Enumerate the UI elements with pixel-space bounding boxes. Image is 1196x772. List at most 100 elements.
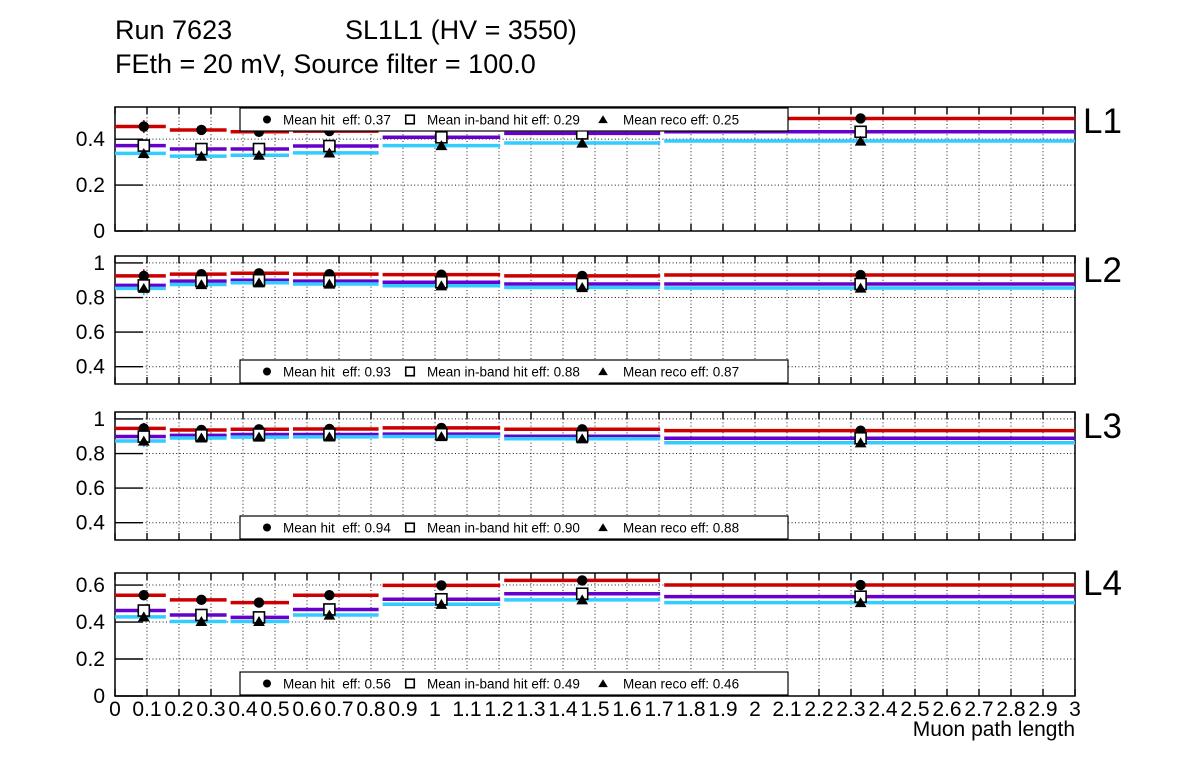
hit-legend-icon: [263, 115, 271, 124]
x-tick-label: 2.9: [1028, 698, 1057, 721]
inband-legend-icon: [404, 522, 416, 533]
panel-L4: 00.20.40.60 0.1 0.2 0.3 0.4 0.5 0.6 0.7 0.8 0.9 1 1…: [76, 572, 1081, 721]
legend-entry-label: Mean in-band hit eff: 0.49: [427, 677, 580, 692]
x-tick-label: 1.7: [644, 698, 673, 721]
reco-marker: [435, 431, 448, 442]
inband-legend-icon: [404, 678, 416, 689]
hit-marker: [138, 589, 149, 601]
x-tick-labels: 0 0.1 0.2 0.3 0.4 0.5 0.6 0.7 0.8 0.9 1 1.1 1.2 1.3 1.…: [109, 698, 1081, 721]
panel-L1: 0 0.2 0.4 Mean hit eff: 0.37 Mean in-band hi…: [76, 106, 1076, 243]
reco-marker: [195, 150, 208, 161]
run-title: Run 7623: [115, 15, 233, 45]
x-tick-label: 2.2: [804, 698, 833, 721]
x-tick-label: 0.9: [388, 698, 417, 721]
reco-legend-icon: [598, 679, 608, 688]
reco-legend-icon: [598, 367, 608, 376]
reco-marker: [854, 597, 867, 608]
x-tick-label: 2.3: [836, 698, 865, 721]
x-tick-label: 2: [749, 698, 761, 721]
legend-entry-label: Mean in-band hit eff: 0.90: [427, 521, 580, 536]
reco-marker: [576, 433, 589, 444]
reco-marker: [253, 277, 265, 288]
x-tick-label: 2.5: [900, 698, 929, 721]
legend-entry-label: Mean in-band hit eff: 0.29: [427, 113, 580, 128]
hit-marker: [324, 589, 335, 601]
x-tick-label: 0.2: [164, 698, 193, 721]
hit-line-L4: [115, 578, 1075, 605]
y-tick-label: 0.2: [76, 648, 105, 671]
y-tick-label: 0.6: [76, 477, 105, 500]
reco-marker: [854, 437, 867, 448]
y-tick-label: 0: [93, 685, 105, 708]
inband-legend-icon: [404, 366, 416, 377]
hit-legend-icon: [263, 679, 271, 688]
hit-marker: [138, 270, 149, 282]
reco-marker: [323, 609, 336, 620]
reco-marker: [854, 135, 867, 146]
reco-marker: [137, 147, 150, 158]
x-tick-label: 0: [109, 698, 121, 721]
legend-entry-label: Mean reco eff: 0.88: [623, 521, 739, 536]
y-tick-label: 1: [93, 408, 105, 431]
x-tick-label: 1.2: [484, 698, 513, 721]
x-tick-label: 0.3: [196, 698, 225, 721]
inband-legend-icon: [404, 114, 416, 125]
y-tick-label: 0.8: [76, 443, 105, 466]
x-tick-label: 1.6: [612, 698, 641, 721]
chamber-title: SL1L1 (HV = 3550): [345, 15, 577, 45]
y-tick-label: 0.4: [76, 512, 106, 535]
reco-marker: [435, 140, 448, 151]
reco-marker: [323, 278, 336, 289]
y-tick-label: 0.6: [76, 574, 105, 597]
reco-marker: [253, 431, 265, 442]
panel-label-l2: L2: [1083, 251, 1122, 290]
panel-label-l1: L1: [1083, 102, 1122, 141]
hit-marker: [196, 124, 207, 136]
legend-entry-label: Mean reco eff: 0.25: [623, 113, 739, 128]
reco-marker: [137, 282, 150, 293]
hit-marker: [196, 594, 207, 606]
x-tick-label: 2.6: [932, 698, 961, 721]
x-tick-label: 1.4: [548, 698, 578, 721]
legend-entry-label: Mean in-band hit eff: 0.88: [427, 365, 580, 380]
legend-entry-label: Mean hit eff: 0.94: [283, 521, 391, 536]
y-tick-label: 0: [93, 220, 105, 243]
reco-marker: [323, 431, 336, 442]
x-tick-label: 1.1: [452, 698, 481, 721]
reco-marker: [195, 432, 208, 443]
legend-box: [239, 671, 789, 696]
y-tick-label: 0.8: [76, 287, 105, 310]
x-tick-label: 1.3: [516, 698, 545, 721]
hit-marker: [855, 113, 866, 124]
markers-L3: [137, 422, 867, 448]
legend-entry-label: Mean hit eff: 0.56: [283, 677, 391, 692]
x-tick-label: 2.4: [868, 698, 898, 721]
panel-L3: 0.4 0.6 0.8 1 Mean hit eff: 0.94 Mean in-band…: [76, 408, 1076, 541]
panel-L2: 0.4 0.6 0.8 1 Mean hit eff: 0.93 Mean in-band…: [76, 252, 1076, 385]
legend-entry-label: Mean hit eff: 0.93: [283, 365, 391, 380]
x-tick-label: 0.4: [228, 698, 258, 721]
x-tick-label: 0.8: [356, 698, 385, 721]
reco-marker: [435, 598, 448, 609]
panel-label-l4: L4: [1083, 564, 1122, 603]
reco-marker: [576, 594, 589, 605]
hit-legend-icon: [263, 523, 271, 532]
hit-marker: [138, 121, 149, 132]
x-axis-label: Muon path length: [912, 718, 1075, 741]
x-tick-label: 2.7: [964, 698, 993, 721]
hit-marker: [855, 269, 866, 281]
panel-label-l3: L3: [1083, 407, 1122, 446]
x-tick-label: 0.7: [324, 698, 353, 721]
legend-box: [239, 515, 789, 540]
legend-L2: Mean hit eff: 0.93 Mean in-band hit eff: …: [239, 359, 789, 384]
x-tick-label: 1.8: [676, 698, 705, 721]
x-tick-label: 2.1: [772, 698, 801, 721]
legend-entry-label: Mean reco eff: 0.87: [623, 365, 739, 380]
hit-marker: [577, 575, 588, 586]
hit-marker: [436, 580, 447, 591]
markers-L2: [137, 268, 867, 293]
x-tick-label: 1: [429, 698, 441, 721]
reco-marker: [435, 280, 448, 291]
